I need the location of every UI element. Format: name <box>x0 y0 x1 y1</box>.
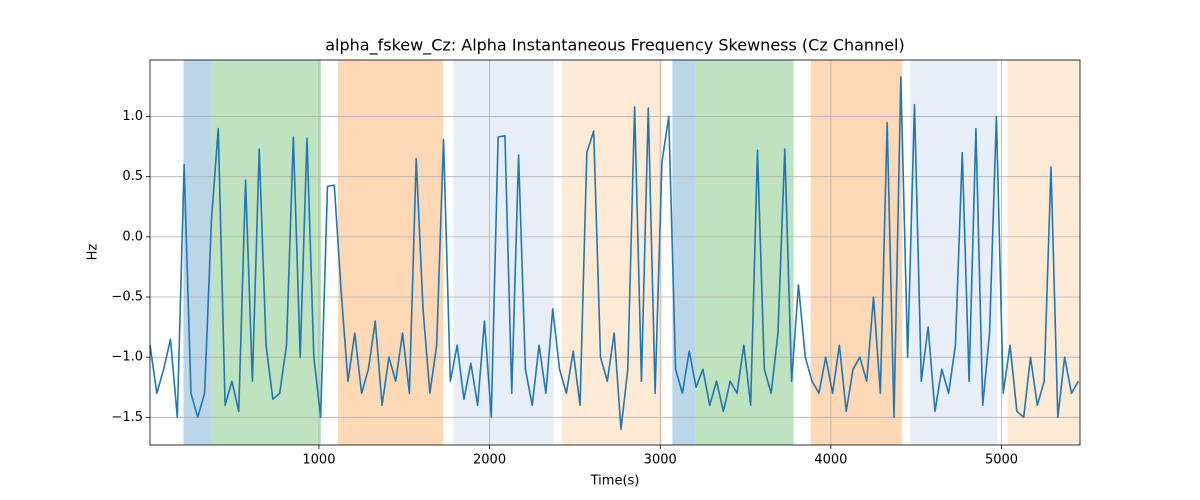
shaded-band <box>1007 60 1080 445</box>
x-tick-label: 1000 <box>302 453 335 468</box>
axes-frame <box>149 59 1081 446</box>
shaded-band <box>672 60 696 445</box>
shaded-band <box>561 60 663 445</box>
y-tick-label: −1.0 <box>111 350 143 365</box>
y-tick-label: −0.5 <box>111 290 143 305</box>
y-tick-label: −1.5 <box>111 410 143 425</box>
x-tick-label: 4000 <box>814 453 847 468</box>
shaded-band <box>338 60 444 445</box>
shaded-band <box>453 60 554 445</box>
shaded-band <box>810 60 903 445</box>
y-axis-label: Hz <box>86 244 101 261</box>
shaded-band <box>695 60 794 445</box>
x-axis-label: Time(s) <box>590 474 640 489</box>
x-tick-label: 3000 <box>644 453 677 468</box>
shaded-band <box>183 60 212 445</box>
chart-title: alpha_fskew_Cz: Alpha Instantaneous Freq… <box>325 36 905 56</box>
shaded-band <box>211 60 321 445</box>
y-tick-label: 0.5 <box>122 169 143 184</box>
y-tick-label: 1.0 <box>122 109 143 124</box>
x-tick-label: 2000 <box>473 453 506 468</box>
data-line <box>149 76 1079 431</box>
y-tick-label: 0.0 <box>122 229 143 244</box>
x-tick-label: 5000 <box>985 453 1018 468</box>
